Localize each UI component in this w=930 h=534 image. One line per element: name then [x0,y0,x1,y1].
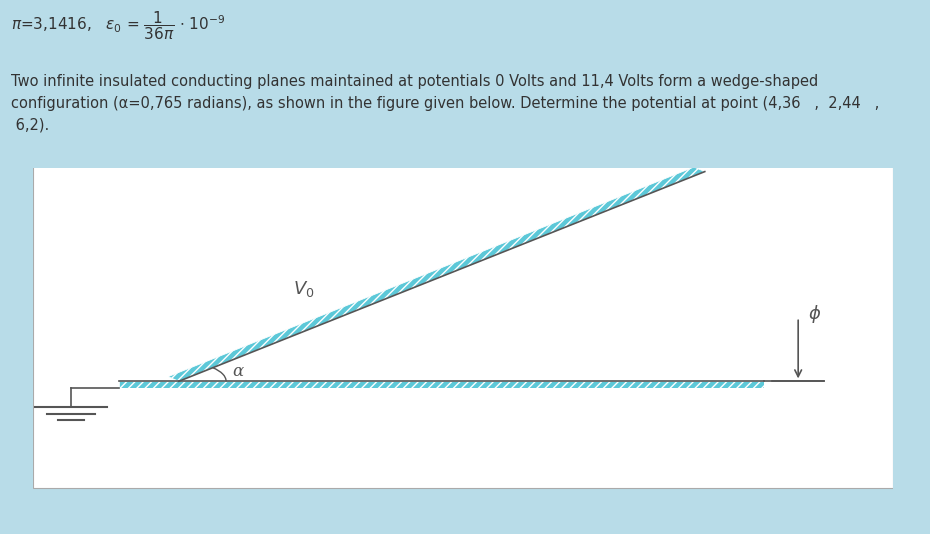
Polygon shape [168,167,705,381]
Text: $\phi$: $\phi$ [808,303,822,325]
Text: α: α [232,363,244,380]
Bar [119,381,764,388]
Bar [119,381,764,388]
Text: Two infinite insulated conducting planes maintained at potentials 0 Volts and 11: Two infinite insulated conducting planes… [11,74,880,132]
Text: $\pi$=3,1416,   $\epsilon_0$ = $\dfrac{1}{36\pi}$ $\cdot$ 10$^{-9}$: $\pi$=3,1416, $\epsilon_0$ = $\dfrac{1}{… [11,9,225,42]
Text: $V_0$: $V_0$ [293,279,314,300]
